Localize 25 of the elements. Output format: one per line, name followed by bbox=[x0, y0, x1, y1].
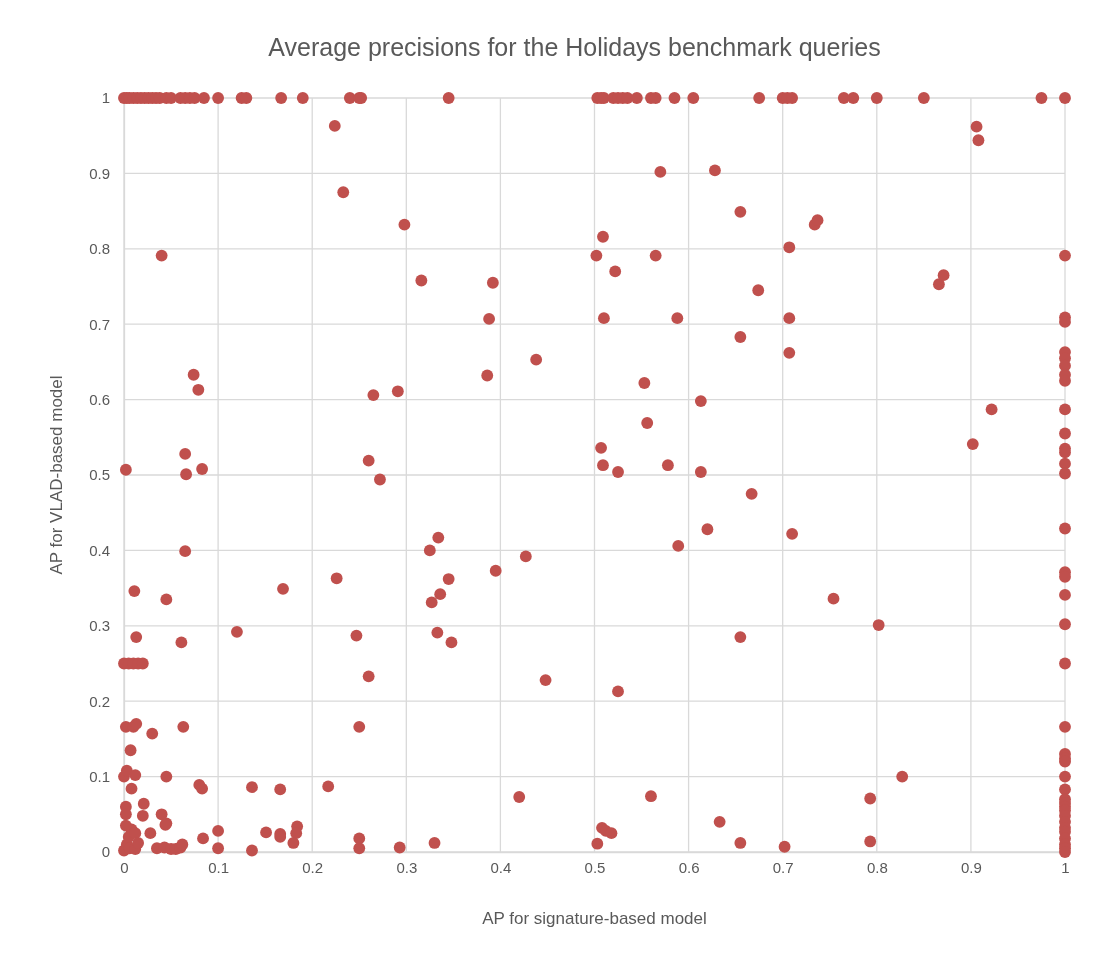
x-tick-label: 1 bbox=[1061, 858, 1070, 876]
y-tick-label: 0.2 bbox=[89, 692, 110, 710]
y-tick-label: 0.1 bbox=[89, 767, 110, 785]
y-tick-label: 1 bbox=[101, 89, 110, 107]
y-tick-label: 0 bbox=[101, 843, 110, 861]
y-tick-label: 0.5 bbox=[89, 466, 110, 484]
y-axis-title: AP for VLAD-based model bbox=[47, 375, 66, 575]
y-tick-label: 0.3 bbox=[89, 617, 110, 635]
x-tick-label: 0.2 bbox=[302, 858, 324, 876]
x-axis-title: AP for signature-based model bbox=[482, 909, 707, 928]
x-tick-label: 0.6 bbox=[678, 858, 700, 876]
y-tick-label: 0.6 bbox=[89, 390, 110, 408]
x-tick-label: 0.7 bbox=[772, 858, 794, 876]
chart-title: Average precisions for the Holidays benchmark queries bbox=[268, 33, 881, 61]
x-tick-label: 0.9 bbox=[960, 858, 982, 876]
x-tick-label: 0.8 bbox=[866, 858, 888, 876]
y-tick-label: 0.7 bbox=[89, 315, 110, 333]
x-tick-label: 0.4 bbox=[490, 858, 512, 876]
y-tick-label: 0.4 bbox=[89, 541, 110, 559]
x-tick-label: 0 bbox=[120, 858, 129, 876]
x-tick-label: 0.3 bbox=[396, 858, 418, 876]
y-tick-label: 0.9 bbox=[89, 164, 110, 182]
y-tick-label: 0.8 bbox=[89, 240, 110, 258]
x-tick-label: 0.1 bbox=[208, 858, 230, 876]
x-tick-label: 0.5 bbox=[584, 858, 606, 876]
